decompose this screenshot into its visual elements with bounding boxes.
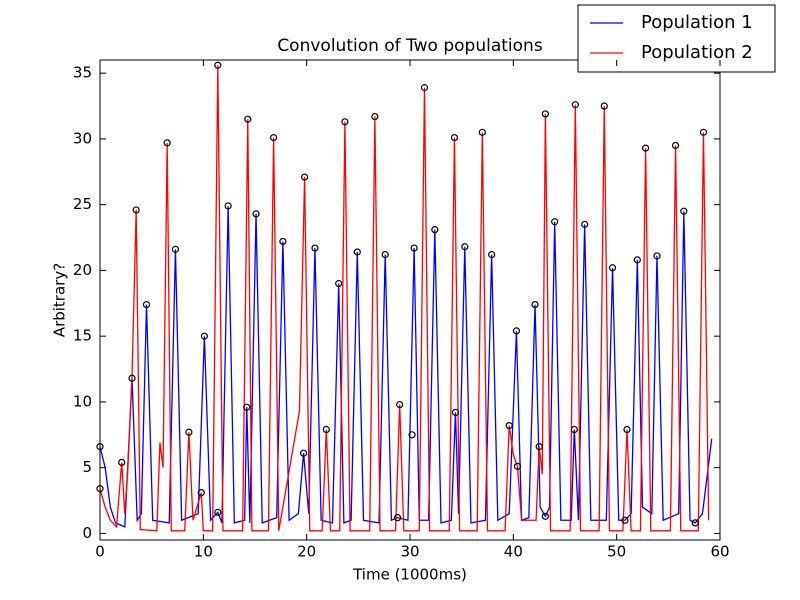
legend: Population 1 Population 2 [577, 4, 776, 73]
extremum-marker [505, 421, 513, 430]
extremum-marker [301, 173, 309, 181]
extremum-marker [185, 428, 193, 436]
extremum-marker [381, 251, 389, 259]
extremum-marker [623, 425, 631, 434]
y-tick-label: 10 [73, 392, 92, 410]
x-tick-label: 30 [400, 543, 419, 561]
legend-label: Population 2 [641, 42, 753, 63]
series-line [99, 65, 710, 532]
extremum-marker [243, 403, 251, 411]
legend-box [577, 4, 776, 73]
y-tick-label: 30 [73, 129, 92, 147]
extremum-marker [512, 327, 521, 335]
extremum-marker [451, 408, 460, 417]
plot-area [96, 61, 713, 532]
series-line [99, 205, 713, 528]
extremum-marker [396, 400, 404, 409]
extremum-marker [197, 489, 205, 497]
x-tick-label: 20 [297, 543, 316, 561]
y-tick-label: 0 [82, 524, 92, 542]
extremum-marker [410, 244, 418, 252]
y-tick-label: 35 [73, 64, 92, 82]
extremum-marker [699, 128, 708, 136]
extremum-marker [531, 301, 539, 309]
extremum-marker [270, 133, 278, 142]
extremum-marker [691, 519, 699, 527]
extremum-marker [478, 128, 486, 136]
extremum-marker [541, 110, 549, 118]
x-tick-label: 50 [607, 543, 626, 561]
extremum-marker [163, 139, 171, 147]
extremum-marker [142, 301, 151, 309]
extremum-marker [279, 237, 287, 246]
extremum-marker [353, 248, 361, 256]
extremum-marker [551, 218, 559, 226]
y-tick-label: 20 [73, 261, 92, 279]
x-axis-label: Time (1000ms) [352, 566, 467, 584]
extremum-marker [394, 514, 402, 522]
extremum-marker [408, 431, 416, 439]
extremum-marker [244, 115, 252, 123]
extremum-marker [299, 449, 308, 457]
extremum-marker [671, 141, 680, 150]
extremum-marker [341, 118, 349, 126]
extremum-marker [311, 244, 319, 252]
extremum-marker [641, 144, 650, 152]
x-tick-label: 60 [710, 543, 729, 561]
extremum-marker [371, 112, 379, 121]
extremum-marker [488, 251, 496, 259]
extremum-marker [513, 462, 522, 470]
extremum-marker [171, 245, 180, 253]
extremum-marker [608, 264, 617, 272]
extremum-marker [581, 220, 589, 228]
extremum-marker [535, 443, 543, 451]
extremum-marker [571, 101, 579, 109]
extremum-marker [420, 84, 429, 92]
y-tick-label: 5 [82, 458, 92, 476]
extremum-marker [128, 374, 136, 382]
chart-title: Convolution of Two populations [277, 36, 543, 56]
extremum-marker [252, 210, 260, 218]
y-tick-label: 25 [73, 195, 92, 213]
extremum-marker [633, 256, 641, 264]
extremum-marker [322, 425, 330, 434]
y-axis-label: Arbitrary? [51, 263, 69, 337]
x-tick-label: 10 [194, 543, 213, 561]
extremum-marker [214, 61, 222, 69]
extremum-marker [118, 458, 126, 467]
legend-label: Population 1 [641, 12, 753, 33]
extremum-marker [600, 102, 608, 110]
extremum-marker [224, 202, 232, 210]
extremum-marker [680, 207, 688, 215]
extremum-marker [431, 226, 439, 234]
extremum-marker [450, 133, 459, 142]
extremum-marker [653, 252, 661, 260]
extremum-marker [214, 508, 222, 516]
extremum-marker [461, 243, 469, 251]
x-tick-label: 40 [504, 543, 523, 561]
extremum-marker [621, 516, 629, 524]
y-tick-label: 15 [73, 327, 92, 345]
extremum-marker [132, 206, 140, 214]
extremum-marker [335, 279, 343, 288]
extremum-marker [200, 332, 208, 340]
extremum-marker [570, 425, 578, 434]
extremum-marker [541, 512, 549, 520]
x-tick-label: 0 [95, 543, 105, 561]
